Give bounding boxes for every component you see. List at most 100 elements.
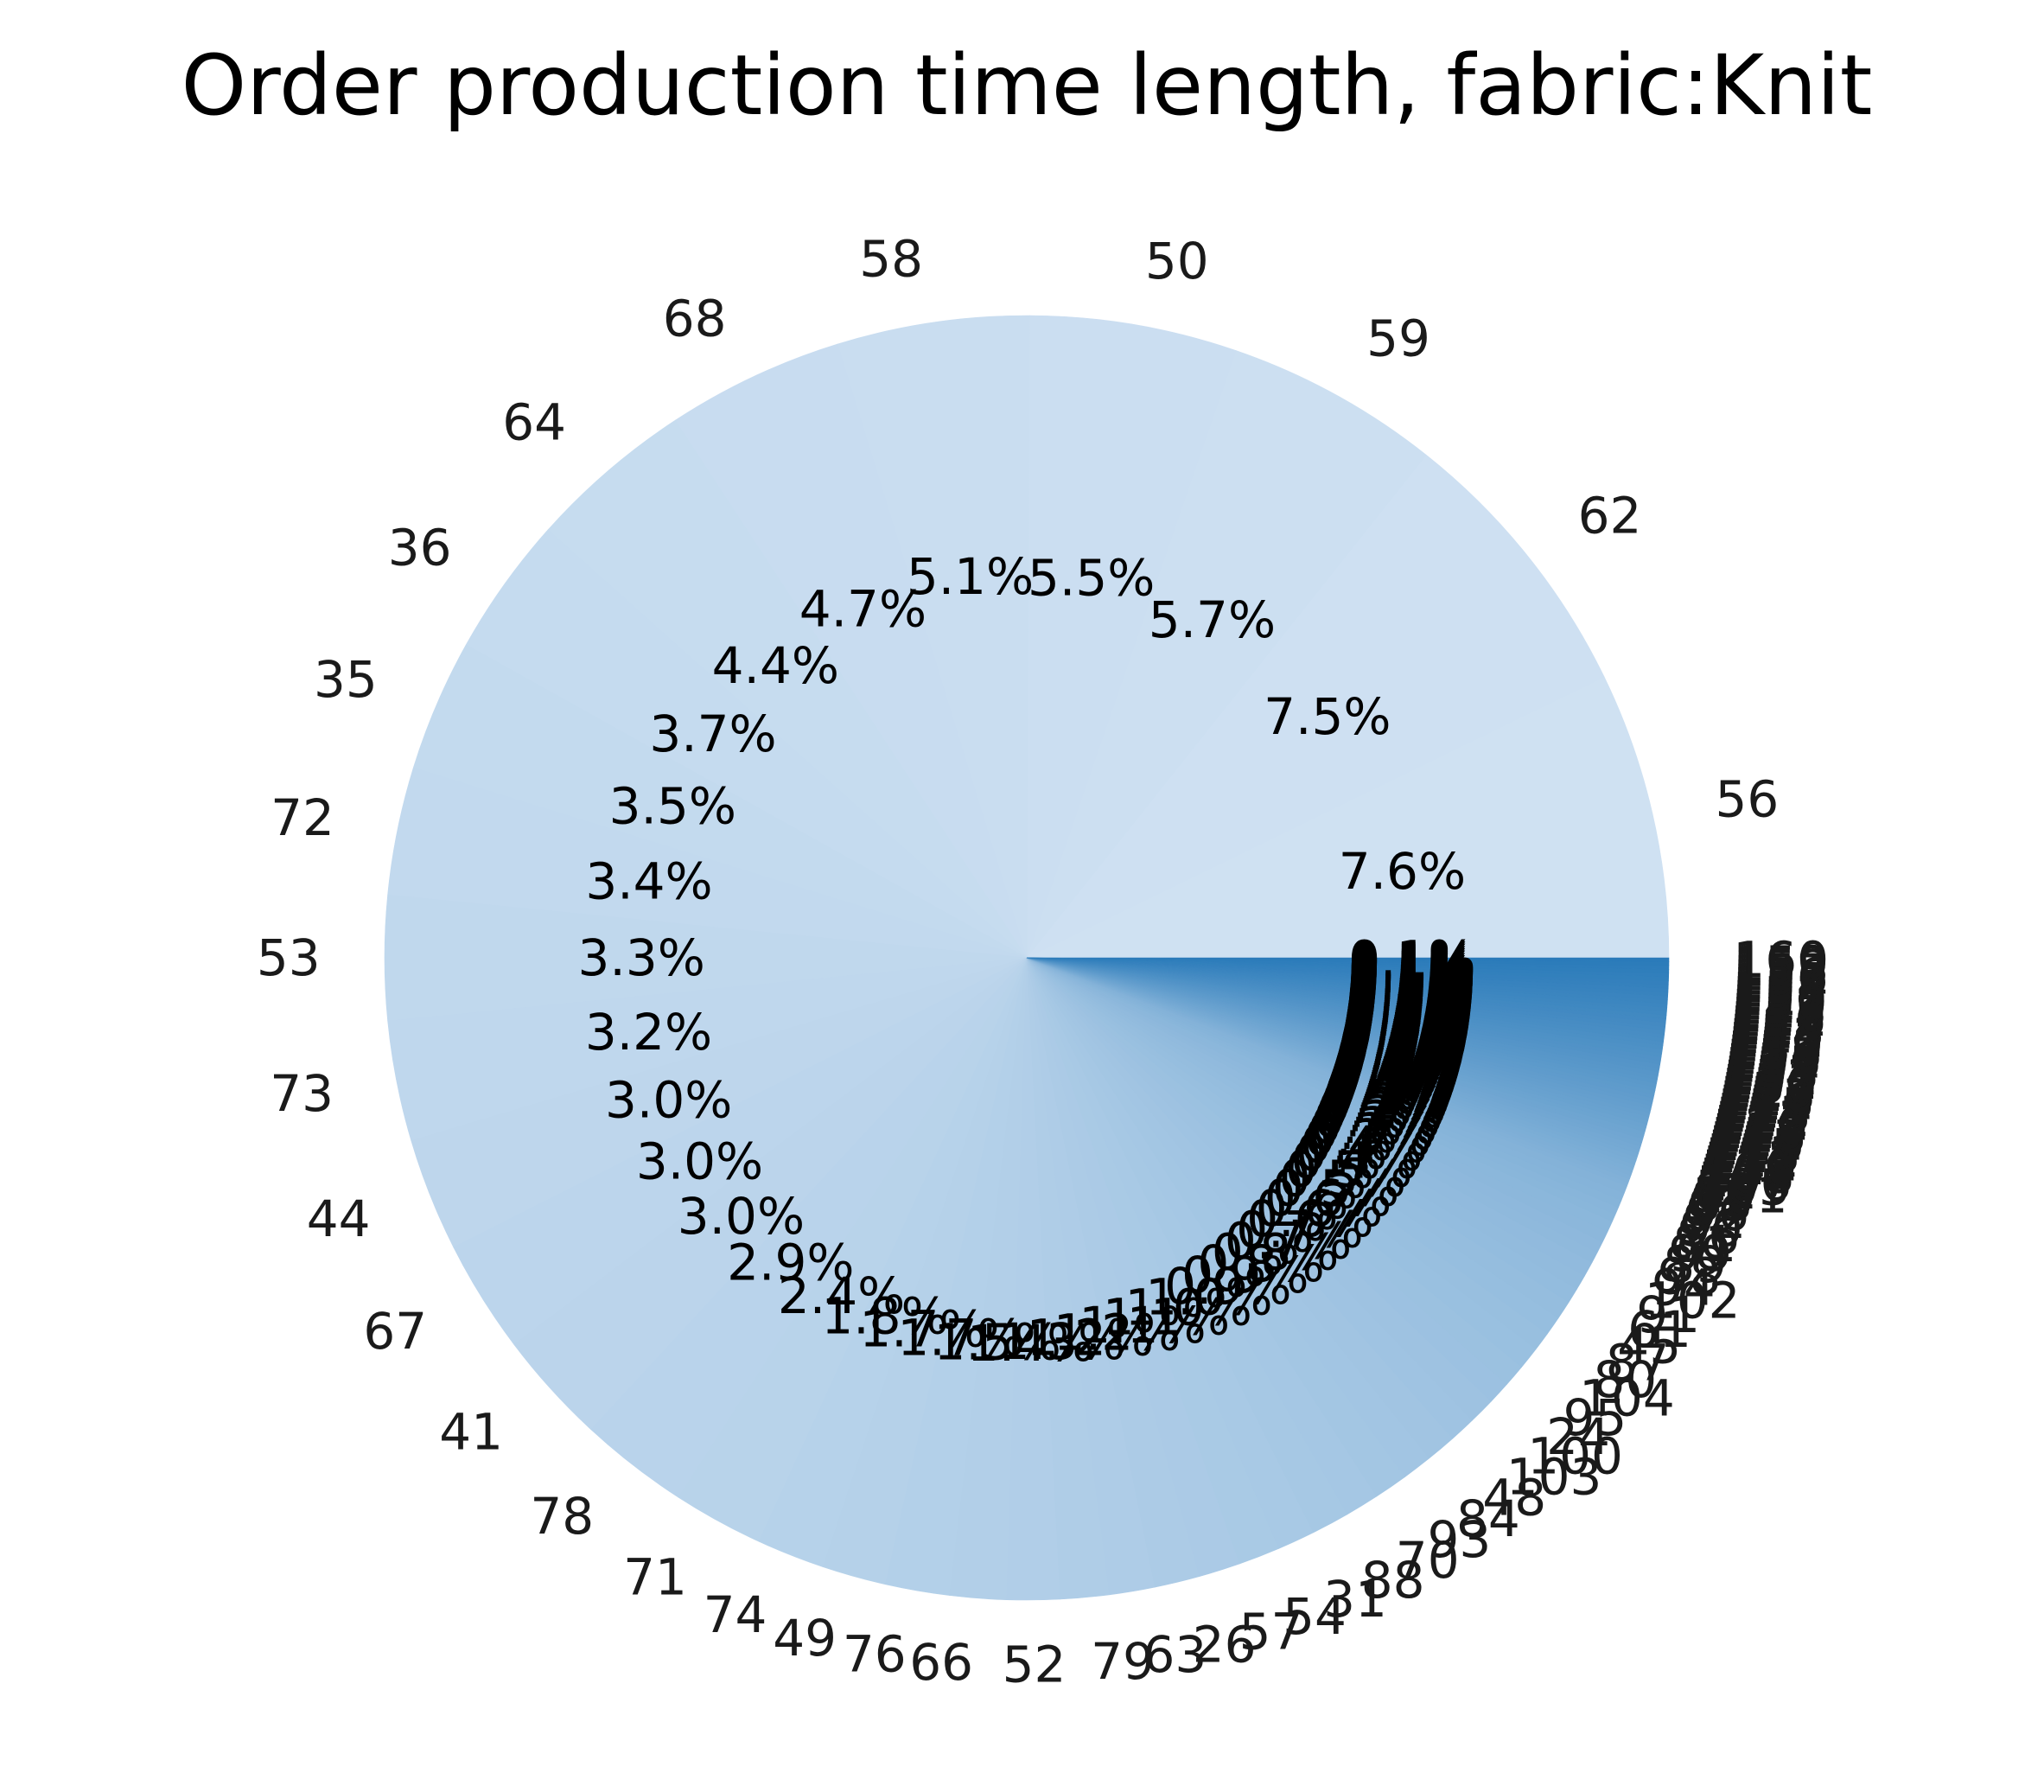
slice-label: 36 — [388, 519, 452, 577]
slice-label: 85 — [1691, 1170, 1754, 1228]
slice-label: 96 — [1685, 1183, 1749, 1242]
slice-label: 136 — [1726, 1031, 1822, 1090]
slice-percentage: 0.1% — [1324, 1062, 1451, 1121]
slice-percentage: 3.0% — [636, 1132, 763, 1191]
slice-label: 134 — [1724, 1040, 1820, 1099]
slice-label: 133 — [1723, 1043, 1819, 1102]
slice-percentage: 0.1% — [1347, 964, 1474, 1023]
slice-label: 63 — [1143, 1625, 1207, 1684]
slice-percentage: 3.0% — [605, 1071, 732, 1130]
slice-percentage: 0.1% — [1343, 993, 1470, 1052]
slice-percentage: 0.5% — [1285, 1140, 1412, 1199]
slice-label: 86 — [1676, 1207, 1740, 1266]
slice-percentage: 0.1% — [1340, 1010, 1467, 1068]
slice-label: 149 — [1731, 977, 1827, 1036]
slice-label: 155 — [1733, 952, 1829, 1011]
slice-label: 41 — [439, 1402, 503, 1461]
slice-percentage: 1.2% — [1027, 1309, 1154, 1368]
slice-label: 95 — [1563, 1388, 1627, 1447]
pie-slice — [837, 315, 1030, 959]
slice-percentage: 0.1% — [1347, 968, 1474, 1027]
slice-label: 107 — [1697, 1150, 1793, 1208]
slice-percentage: 0.1% — [1346, 978, 1473, 1036]
slice-label: 44 — [307, 1189, 371, 1248]
slice-label: 82 — [1694, 1162, 1758, 1221]
slice-percentage: 0.3% — [1304, 1108, 1431, 1167]
slice-percentage: 1.7% — [859, 1299, 986, 1358]
slice-label: 132 — [1723, 1048, 1819, 1106]
slice-percentage: 3.4% — [585, 852, 712, 911]
slice-percentage: 0.1% — [1348, 941, 1475, 1000]
slice-percentage: 0.1% — [1348, 934, 1475, 993]
slice-percentage: 0.1% — [1330, 1045, 1457, 1104]
slice-percentage: 0.3% — [1310, 1096, 1437, 1155]
slice-label: 101 — [1692, 1165, 1788, 1224]
slice-percentage: 0.5% — [1272, 1158, 1399, 1217]
slice-percentage: 4.7% — [799, 580, 926, 639]
slice-label: 108 — [1699, 1145, 1795, 1204]
slice-label: 122 — [1715, 1089, 1811, 1148]
pie-slice — [674, 343, 1028, 959]
slice-label: 142 — [1729, 1006, 1824, 1065]
slice-percentage: 0.1% — [1331, 1043, 1458, 1101]
slice-label: 151 — [1732, 968, 1828, 1027]
slice-percentage: 0.4% — [1296, 1123, 1423, 1182]
slice-percentage: 0.1% — [1340, 1011, 1467, 1070]
slice-percentage: 0.1% — [1336, 1025, 1463, 1084]
slice-percentage: 0.1% — [1330, 1047, 1457, 1106]
slice-percentage: 0.8% — [1212, 1223, 1339, 1282]
slice-percentage: 1.5% — [934, 1313, 1061, 1372]
slice-percentage: 0.1% — [1338, 1018, 1465, 1077]
slice-label: 99 — [1668, 1224, 1732, 1283]
slice-percentage: 3.5% — [609, 776, 736, 835]
slice-label: 144 — [1729, 998, 1825, 1056]
slice-percentage: 0.3% — [1307, 1102, 1434, 1161]
slice-percentage: 0.1% — [1344, 986, 1471, 1045]
slice-label: 110 — [1702, 1138, 1798, 1196]
slice-label: 145 — [1730, 993, 1826, 1052]
slice-label: 152 — [1732, 964, 1828, 1023]
slice-label: 154 — [1733, 956, 1829, 1015]
slice-percentage: 0.1% — [1340, 1004, 1468, 1063]
slice-label: 35 — [314, 650, 378, 709]
slice-percentage: 0.1% — [1335, 1027, 1462, 1086]
slice-percentage: 7.6% — [1339, 842, 1466, 901]
slice-label: 62 — [1578, 487, 1642, 545]
pie-slice — [547, 419, 1028, 959]
slice-label: 72 — [271, 788, 334, 847]
slice-percentage: 5.7% — [1149, 590, 1276, 649]
slice-label: 97 — [1688, 1177, 1752, 1236]
slice-label: 87 — [1606, 1334, 1670, 1393]
slice-percentage: 0.1% — [1335, 1030, 1462, 1088]
slice-label: 105 — [1695, 1157, 1791, 1216]
slice-label: 141 — [1729, 1011, 1824, 1069]
slice-label: 57 — [1239, 1603, 1303, 1661]
slice-label: 103 — [1506, 1447, 1602, 1506]
slice-percentage: 0.9% — [1181, 1246, 1309, 1304]
slice-label: 129 — [1721, 1060, 1817, 1119]
slice-label: 94 — [1652, 1258, 1716, 1317]
pie-slice — [1026, 454, 1605, 959]
slice-label: 90 — [1679, 1199, 1743, 1258]
slice-percentage: 0.3% — [1313, 1090, 1440, 1149]
slice-label: 160 — [1733, 930, 1829, 989]
slice-label: 84 — [1456, 1489, 1520, 1548]
slice-percentage: 0.1% — [1341, 1000, 1468, 1059]
slice-percentage: 0.1% — [1325, 1060, 1452, 1119]
slice-percentage: 0.1% — [1332, 1041, 1459, 1100]
slice-percentage: 0.1% — [1338, 1016, 1465, 1075]
slice-percentage: 0.6% — [1246, 1189, 1373, 1248]
slice-label: 61 — [1627, 1300, 1691, 1359]
slice-percentage: 0.2% — [1315, 1085, 1442, 1144]
slice-percentage: 0.7% — [1225, 1211, 1352, 1270]
slice-label: 50 — [1145, 232, 1209, 290]
slice-percentage: 0.2% — [1317, 1081, 1444, 1139]
slice-percentage: 0.1% — [1343, 992, 1470, 1050]
slice-percentage: 0.7% — [1236, 1201, 1363, 1260]
slice-label: 79 — [1091, 1632, 1155, 1691]
slice-label: 125 — [1717, 1077, 1813, 1136]
slice-percentage: 0.1% — [1348, 932, 1475, 991]
slice-label: 80 — [1593, 1350, 1657, 1409]
slice-label: 71 — [623, 1548, 687, 1607]
